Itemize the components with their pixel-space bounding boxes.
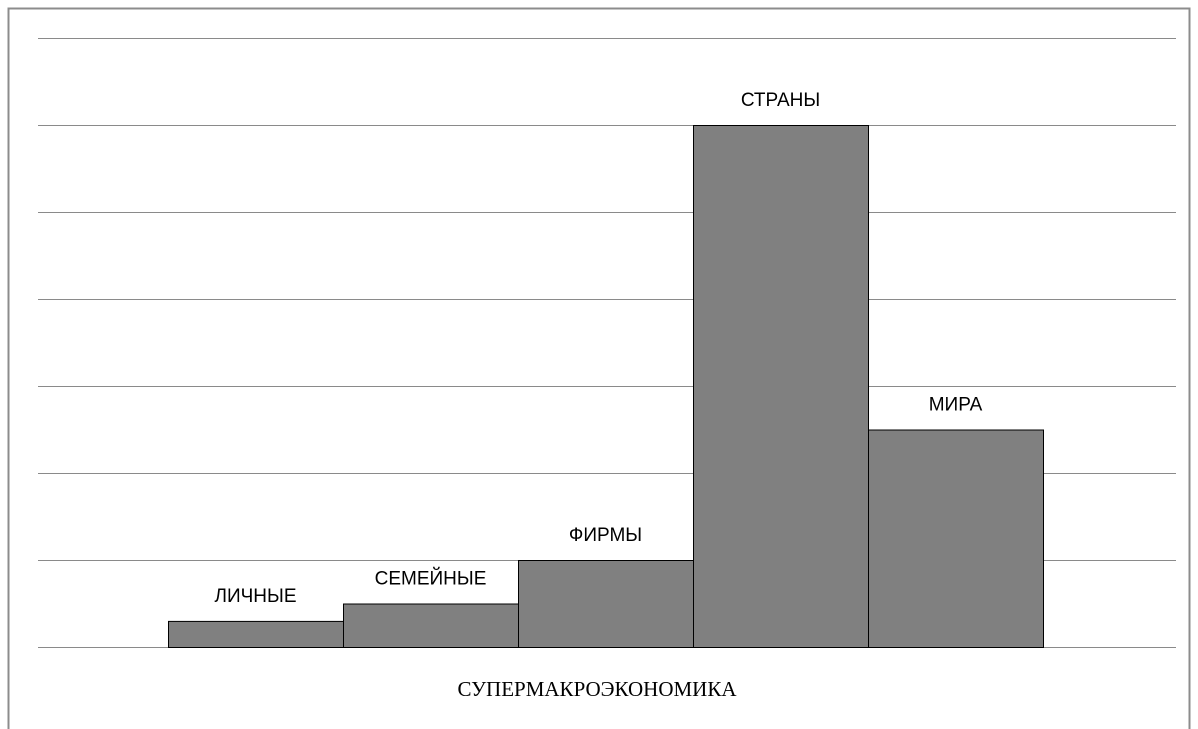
category-label: СЕМЕЙНЫЕ — [375, 568, 487, 590]
category-label: МИРА — [929, 395, 983, 416]
frame — [7, 7, 1191, 729]
category-label: ФИРМЫ — [569, 525, 642, 546]
bar — [693, 125, 869, 648]
bar — [168, 620, 344, 649]
category-label: СТРАНЫ — [741, 90, 820, 111]
bar — [868, 429, 1044, 648]
bar — [343, 603, 519, 648]
category-label: ЛИЧНЫЕ — [214, 586, 296, 607]
x-axis-title: СУПЕРМАКРОЭКОНОМИКА — [457, 677, 737, 701]
bar — [518, 560, 694, 648]
